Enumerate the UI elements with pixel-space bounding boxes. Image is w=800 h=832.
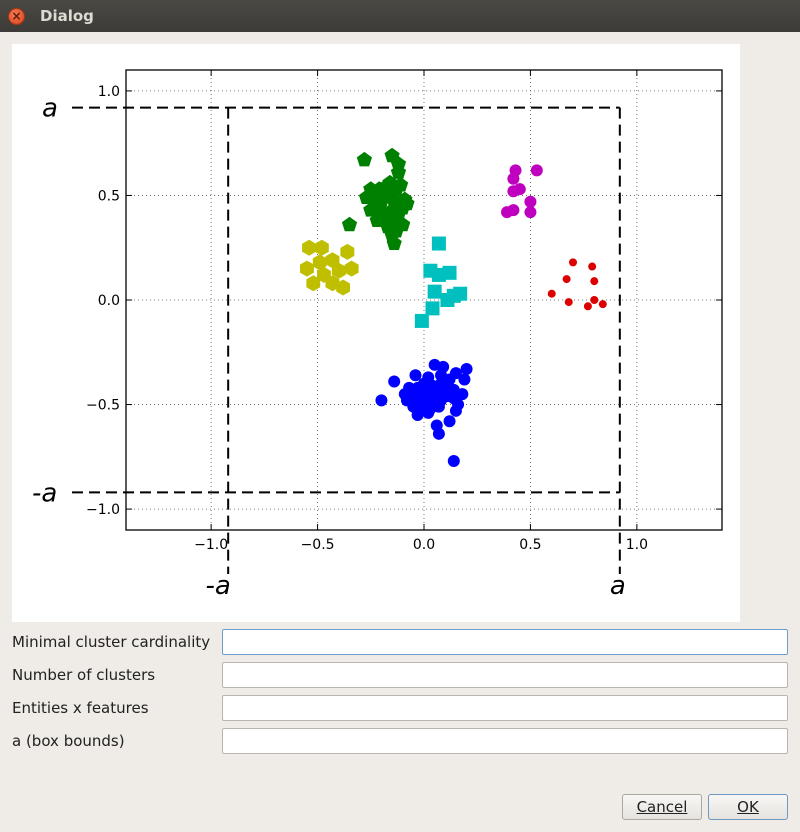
data-point (590, 296, 599, 304)
data-point (390, 164, 407, 179)
data-point (325, 275, 340, 292)
data-point (314, 239, 329, 256)
data-point (420, 392, 433, 405)
data-point (300, 260, 314, 277)
x-tick-label: −1.0 (194, 537, 228, 553)
ok-button[interactable]: OK (708, 794, 788, 820)
data-point (356, 151, 372, 167)
data-point (306, 275, 321, 292)
data-point (344, 260, 359, 277)
form-row-min-cardinality: Minimal cluster cardinality (12, 629, 788, 655)
data-point (440, 293, 455, 307)
form-row-entities-features: Entities x features (12, 695, 788, 721)
y-tick-label: 0.0 (98, 293, 120, 309)
data-point (358, 189, 375, 204)
data-point (340, 243, 355, 260)
data-point (302, 239, 316, 256)
data-point (562, 275, 571, 284)
data-point (382, 174, 398, 190)
box-label-top: a (42, 94, 58, 124)
data-point (336, 279, 350, 296)
data-point (456, 388, 469, 401)
data-point (432, 400, 445, 413)
box-label-left: -a (206, 571, 231, 601)
data-point (452, 398, 465, 411)
y-tick-label: −1.0 (86, 502, 120, 518)
box-label-bottom: -a (32, 478, 57, 508)
num-clusters-input[interactable] (222, 662, 788, 688)
data-point (341, 216, 358, 232)
data-point (431, 267, 446, 282)
entities-features-label: Entities x features (12, 699, 149, 717)
data-point (460, 363, 473, 375)
data-point (390, 156, 407, 171)
form-row-box-bounds: a (box bounds) (12, 728, 788, 754)
x-tick-label: 0.0 (413, 537, 435, 553)
data-point (547, 289, 556, 298)
data-point (564, 298, 573, 307)
scatter-chart-svg: −1.0 −0.5 0.0 0.5 1.0 1.0 0.5 0.0 −0.5 −1.0 a -a -a a (32, 69, 723, 601)
scatter-plot: −1.0 −0.5 0.0 0.5 1.0 1.0 0.5 0.0 −0.5 −1.0 a -a -a a (12, 44, 740, 622)
close-icon[interactable]: × (8, 8, 25, 25)
data-point (598, 300, 607, 309)
entities-features-input[interactable] (222, 695, 788, 721)
data-point (588, 262, 597, 271)
data-point (432, 427, 445, 440)
data-point (331, 262, 346, 279)
data-point (431, 236, 446, 251)
axes-frame (125, 69, 723, 531)
data-point (569, 258, 577, 267)
box-bounds-label: a (box bounds) (12, 732, 125, 750)
data-point (414, 313, 429, 328)
data-point (422, 406, 435, 419)
window-title: Dialog (40, 7, 94, 25)
data-point (425, 301, 440, 316)
x-tick-label: −0.5 (301, 537, 335, 553)
data-point (409, 369, 422, 382)
data-point (399, 195, 415, 211)
data-point (375, 394, 388, 407)
data-point (369, 212, 385, 227)
y-tick-label: −0.5 (86, 398, 120, 414)
form-row-num-clusters: Number of clusters (12, 662, 788, 688)
min-cardinality-label: Minimal cluster cardinality (12, 633, 211, 651)
data-point (524, 195, 537, 208)
data-point (507, 204, 520, 217)
data-point (507, 185, 520, 198)
data-point (325, 252, 340, 269)
data-point (524, 206, 537, 219)
data-point (427, 284, 442, 299)
data-point (411, 409, 424, 421)
data-point (453, 286, 468, 301)
cancel-button[interactable]: Cancel (622, 794, 702, 820)
data-point (386, 235, 402, 250)
data-point (507, 172, 520, 185)
data-point (447, 455, 460, 467)
data-point (458, 373, 471, 386)
title-bar: × Dialog (0, 0, 800, 32)
x-tick-label: 1.0 (626, 537, 648, 553)
data-point (312, 254, 327, 271)
box-label-right: a (610, 571, 626, 601)
data-point (373, 187, 389, 202)
data-point (583, 302, 592, 311)
data-point (590, 277, 599, 286)
data-point (395, 216, 411, 232)
data-point (530, 164, 543, 177)
min-cardinality-input[interactable] (222, 629, 788, 655)
y-tick-label: 0.5 (98, 188, 120, 204)
data-point (388, 375, 401, 388)
data-point (443, 415, 456, 428)
data-point (442, 265, 457, 280)
x-tick-label: 0.5 (519, 537, 541, 553)
box-bounds-input[interactable] (222, 728, 788, 754)
num-clusters-label: Number of clusters (12, 666, 156, 684)
y-tick-label: 1.0 (98, 84, 120, 100)
